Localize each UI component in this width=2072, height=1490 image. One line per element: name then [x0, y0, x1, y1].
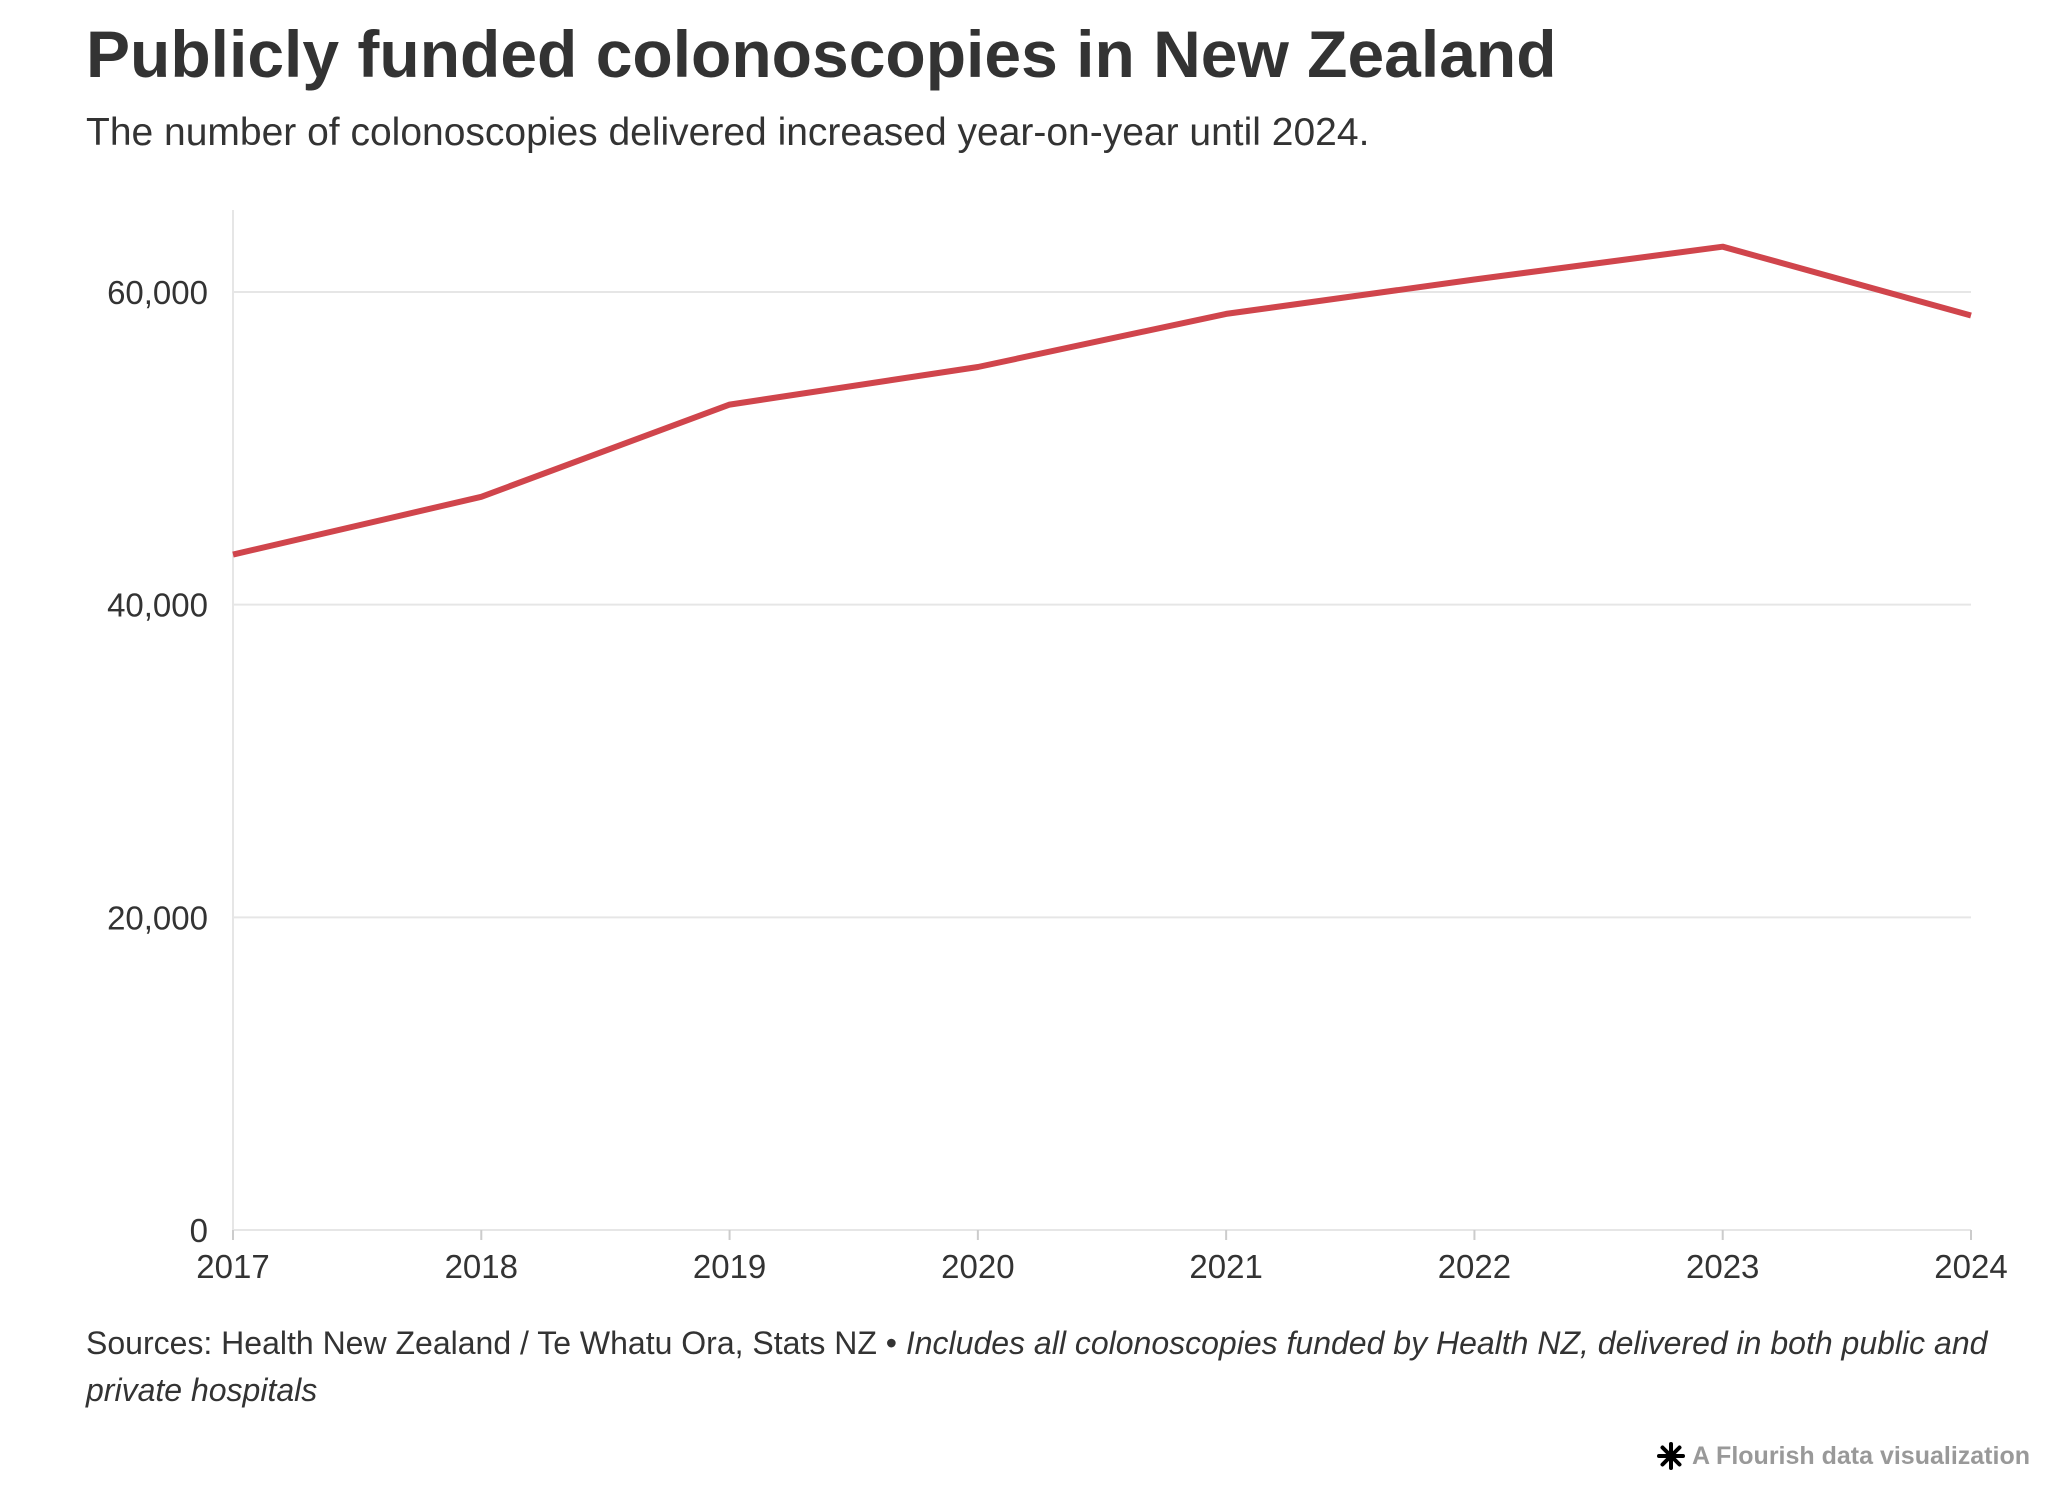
x-tick-label: 2018 [445, 1248, 518, 1285]
footnote-text: Includes all colonoscopies funded by Hea… [86, 1325, 1988, 1408]
gridlines [233, 291, 1971, 919]
line-chart: 0 20,000 40,000 60,000 2017 2018 2019 2020 2021… [107, 210, 2008, 1285]
series [232, 243, 1972, 558]
x-tick-label: 2017 [196, 1248, 269, 1285]
chart-title: Publicly funded colonoscopies in New Zea… [86, 17, 1557, 91]
chart-footer: Sources: Health New Zealand / Te Whatu O… [86, 1320, 2006, 1414]
axes [232, 210, 1971, 1231]
chart-subtitle: The number of colonoscopies delivered in… [86, 111, 1370, 154]
footer-separator: • [876, 1325, 906, 1361]
x-tick-label: 2020 [941, 1248, 1014, 1285]
credit-label: A Flourish data visualization [1691, 1441, 2030, 1470]
series-line [232, 243, 1972, 558]
x-tick-label: 2019 [693, 1248, 766, 1285]
y-tick-label: 20,000 [107, 899, 208, 936]
x-tick-label: 2023 [1686, 1248, 1759, 1285]
x-axis-ticks: 2017 2018 2019 2020 2021 2022 2023 2024 [196, 1230, 2008, 1285]
y-tick-label: 0 [190, 1212, 208, 1249]
x-tick-label: 2021 [1189, 1248, 1262, 1285]
x-tick-label: 2024 [1934, 1248, 2007, 1285]
sources-text: Sources: Health New Zealand / Te Whatu O… [86, 1325, 877, 1361]
x-tick-label: 2022 [1438, 1248, 1511, 1285]
y-tick-label: 40,000 [107, 587, 208, 624]
y-tick-label: 60,000 [107, 274, 208, 311]
flourish-asterisk-icon [1656, 1442, 1685, 1470]
flourish-credit-link[interactable]: A Flourish data visualization [1656, 1438, 2030, 1474]
y-axis-ticks: 0 20,000 40,000 60,000 [107, 274, 208, 1249]
